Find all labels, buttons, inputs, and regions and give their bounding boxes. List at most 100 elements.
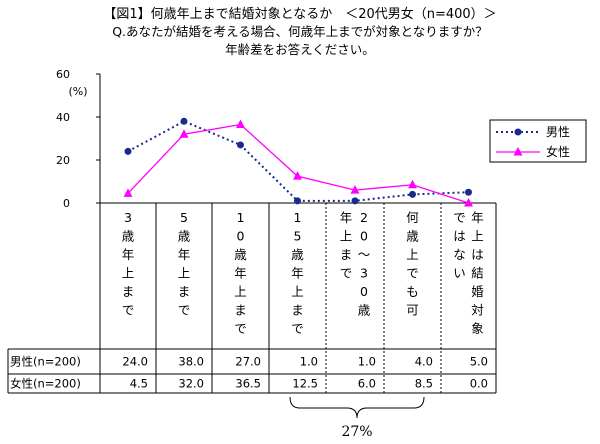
category-label-char: 3 <box>360 266 368 281</box>
category-label-char: な <box>453 247 466 262</box>
category-label-char: で <box>453 210 466 225</box>
data-point <box>236 119 245 129</box>
category-label-char: で <box>234 321 247 336</box>
category-label-char: 5 <box>180 210 188 225</box>
table-row-label: 女性(n=200) <box>10 377 81 391</box>
category-label-char: 婚 <box>471 284 484 299</box>
legend-box <box>489 119 587 163</box>
category-label-char: 可 <box>406 303 419 318</box>
table-cell: 1.0 <box>358 355 376 369</box>
data-point <box>124 147 132 155</box>
table-cell: 1.0 <box>300 355 318 369</box>
annotation-label: 27% <box>341 424 372 440</box>
category-label-char: ～ <box>358 247 371 262</box>
category-label-char: 上 <box>178 266 191 281</box>
category-label-char: で <box>340 266 353 281</box>
category-label-char: で <box>178 303 191 318</box>
y-tick-label: 60 <box>56 68 70 81</box>
table-cell: 36.5 <box>235 377 261 391</box>
category-labels: 3歳年上まで5歳年上まで10歳年上まで15歳年上まで20～30歳年上まで何歳上で… <box>122 210 485 336</box>
data-point <box>294 197 301 205</box>
data-point <box>409 190 416 198</box>
category-label-char: 上 <box>471 229 484 244</box>
chart-title: 【図1】何歳年上まで結婚対象となるか ＜20代男女（n=400）＞ <box>103 7 497 22</box>
y-tick-label: 40 <box>56 111 70 124</box>
category-label-char: は <box>453 229 466 244</box>
category-label-char: ま <box>340 247 353 262</box>
category-label-char: 0 <box>237 229 245 244</box>
data-point <box>465 188 472 196</box>
category-label-char: で <box>291 321 304 336</box>
data-point <box>123 188 133 197</box>
category-label-char: 5 <box>294 229 302 244</box>
legend-label: 男性 <box>546 125 570 139</box>
category-label-char: は <box>471 247 484 262</box>
table-grid <box>7 203 497 394</box>
category-label-char: 歳 <box>358 303 371 318</box>
category-label-char: 年 <box>291 266 304 281</box>
category-label-char: ま <box>291 303 304 318</box>
question-subtext: 年齢差をお答えください。 <box>225 42 375 57</box>
data-point <box>180 117 188 125</box>
category-label-char: 何 <box>406 210 419 225</box>
y-tick-label: 0 <box>63 197 70 210</box>
category-label-char: 上 <box>340 229 353 244</box>
category-label-char: で <box>122 303 135 318</box>
table-cell: 12.5 <box>292 377 318 391</box>
category-label-char: 年 <box>340 210 353 225</box>
category-label-char: 0 <box>360 229 368 244</box>
question-text: Q.あなたが結婚を考える場合、何歳年上までが対象となりますか？ <box>112 24 488 39</box>
category-label-char: 年 <box>122 247 135 262</box>
y-tick-label: 20 <box>56 154 70 167</box>
table-row-label: 男性(n=200) <box>10 355 81 369</box>
category-label-char: 1 <box>294 210 302 225</box>
legend-label: 女性 <box>546 144 570 159</box>
category-label-char: も <box>406 284 419 299</box>
category-label-char: ま <box>234 303 247 318</box>
category-label-char: 上 <box>234 284 247 299</box>
category-label-char: 歳 <box>406 229 419 244</box>
data-point <box>293 171 302 180</box>
category-label-char: 0 <box>360 284 368 299</box>
data-point <box>408 179 417 189</box>
category-label-char: 年 <box>234 266 247 281</box>
category-label-char: 上 <box>122 266 135 281</box>
category-label-char: 対 <box>471 303 484 318</box>
series-line <box>127 120 469 202</box>
data-point <box>351 197 359 205</box>
category-label-char: 歳 <box>178 229 191 244</box>
table-cell: 4.5 <box>130 377 148 391</box>
category-label-char: 上 <box>406 247 419 262</box>
category-label-char: 歳 <box>291 247 304 262</box>
table-cell: 32.0 <box>178 377 204 391</box>
category-label-char: ま <box>122 284 135 299</box>
legend-marker <box>514 128 522 136</box>
series-markers <box>123 117 473 207</box>
data-table: 男性(n=200) 24.0 38.0 27.0 1.0 1.0 4.0 5.0 女性(n=20… <box>10 355 488 391</box>
legend-marker <box>513 147 523 156</box>
table-cell: 6.0 <box>358 377 376 391</box>
category-label-char: で <box>406 266 419 281</box>
category-label-char: 1 <box>237 210 245 225</box>
category-label-char: い <box>453 266 466 281</box>
data-point <box>350 185 360 194</box>
axes: 0 20 40 60 (%) <box>56 68 496 210</box>
category-label-char: 歳 <box>122 229 135 244</box>
data-point <box>237 141 244 149</box>
y-unit-label: (%) <box>68 85 87 98</box>
category-label-char: 象 <box>471 321 484 336</box>
category-label-char: 上 <box>291 284 304 299</box>
table-cell: 38.0 <box>178 355 204 369</box>
category-label-char: 結 <box>471 266 484 281</box>
table-cell: 0.0 <box>470 377 488 391</box>
series-lines <box>127 120 469 204</box>
table-cell: 24.0 <box>122 355 148 369</box>
annotation: 27% <box>289 396 425 440</box>
category-label-char: 年 <box>178 247 191 262</box>
category-label-char: 年 <box>471 210 484 225</box>
data-point <box>464 198 473 207</box>
category-label-char: 2 <box>360 210 368 225</box>
table-cell: 27.0 <box>235 355 261 369</box>
table-cell: 4.0 <box>415 355 433 369</box>
category-label-char: 3 <box>124 210 132 225</box>
